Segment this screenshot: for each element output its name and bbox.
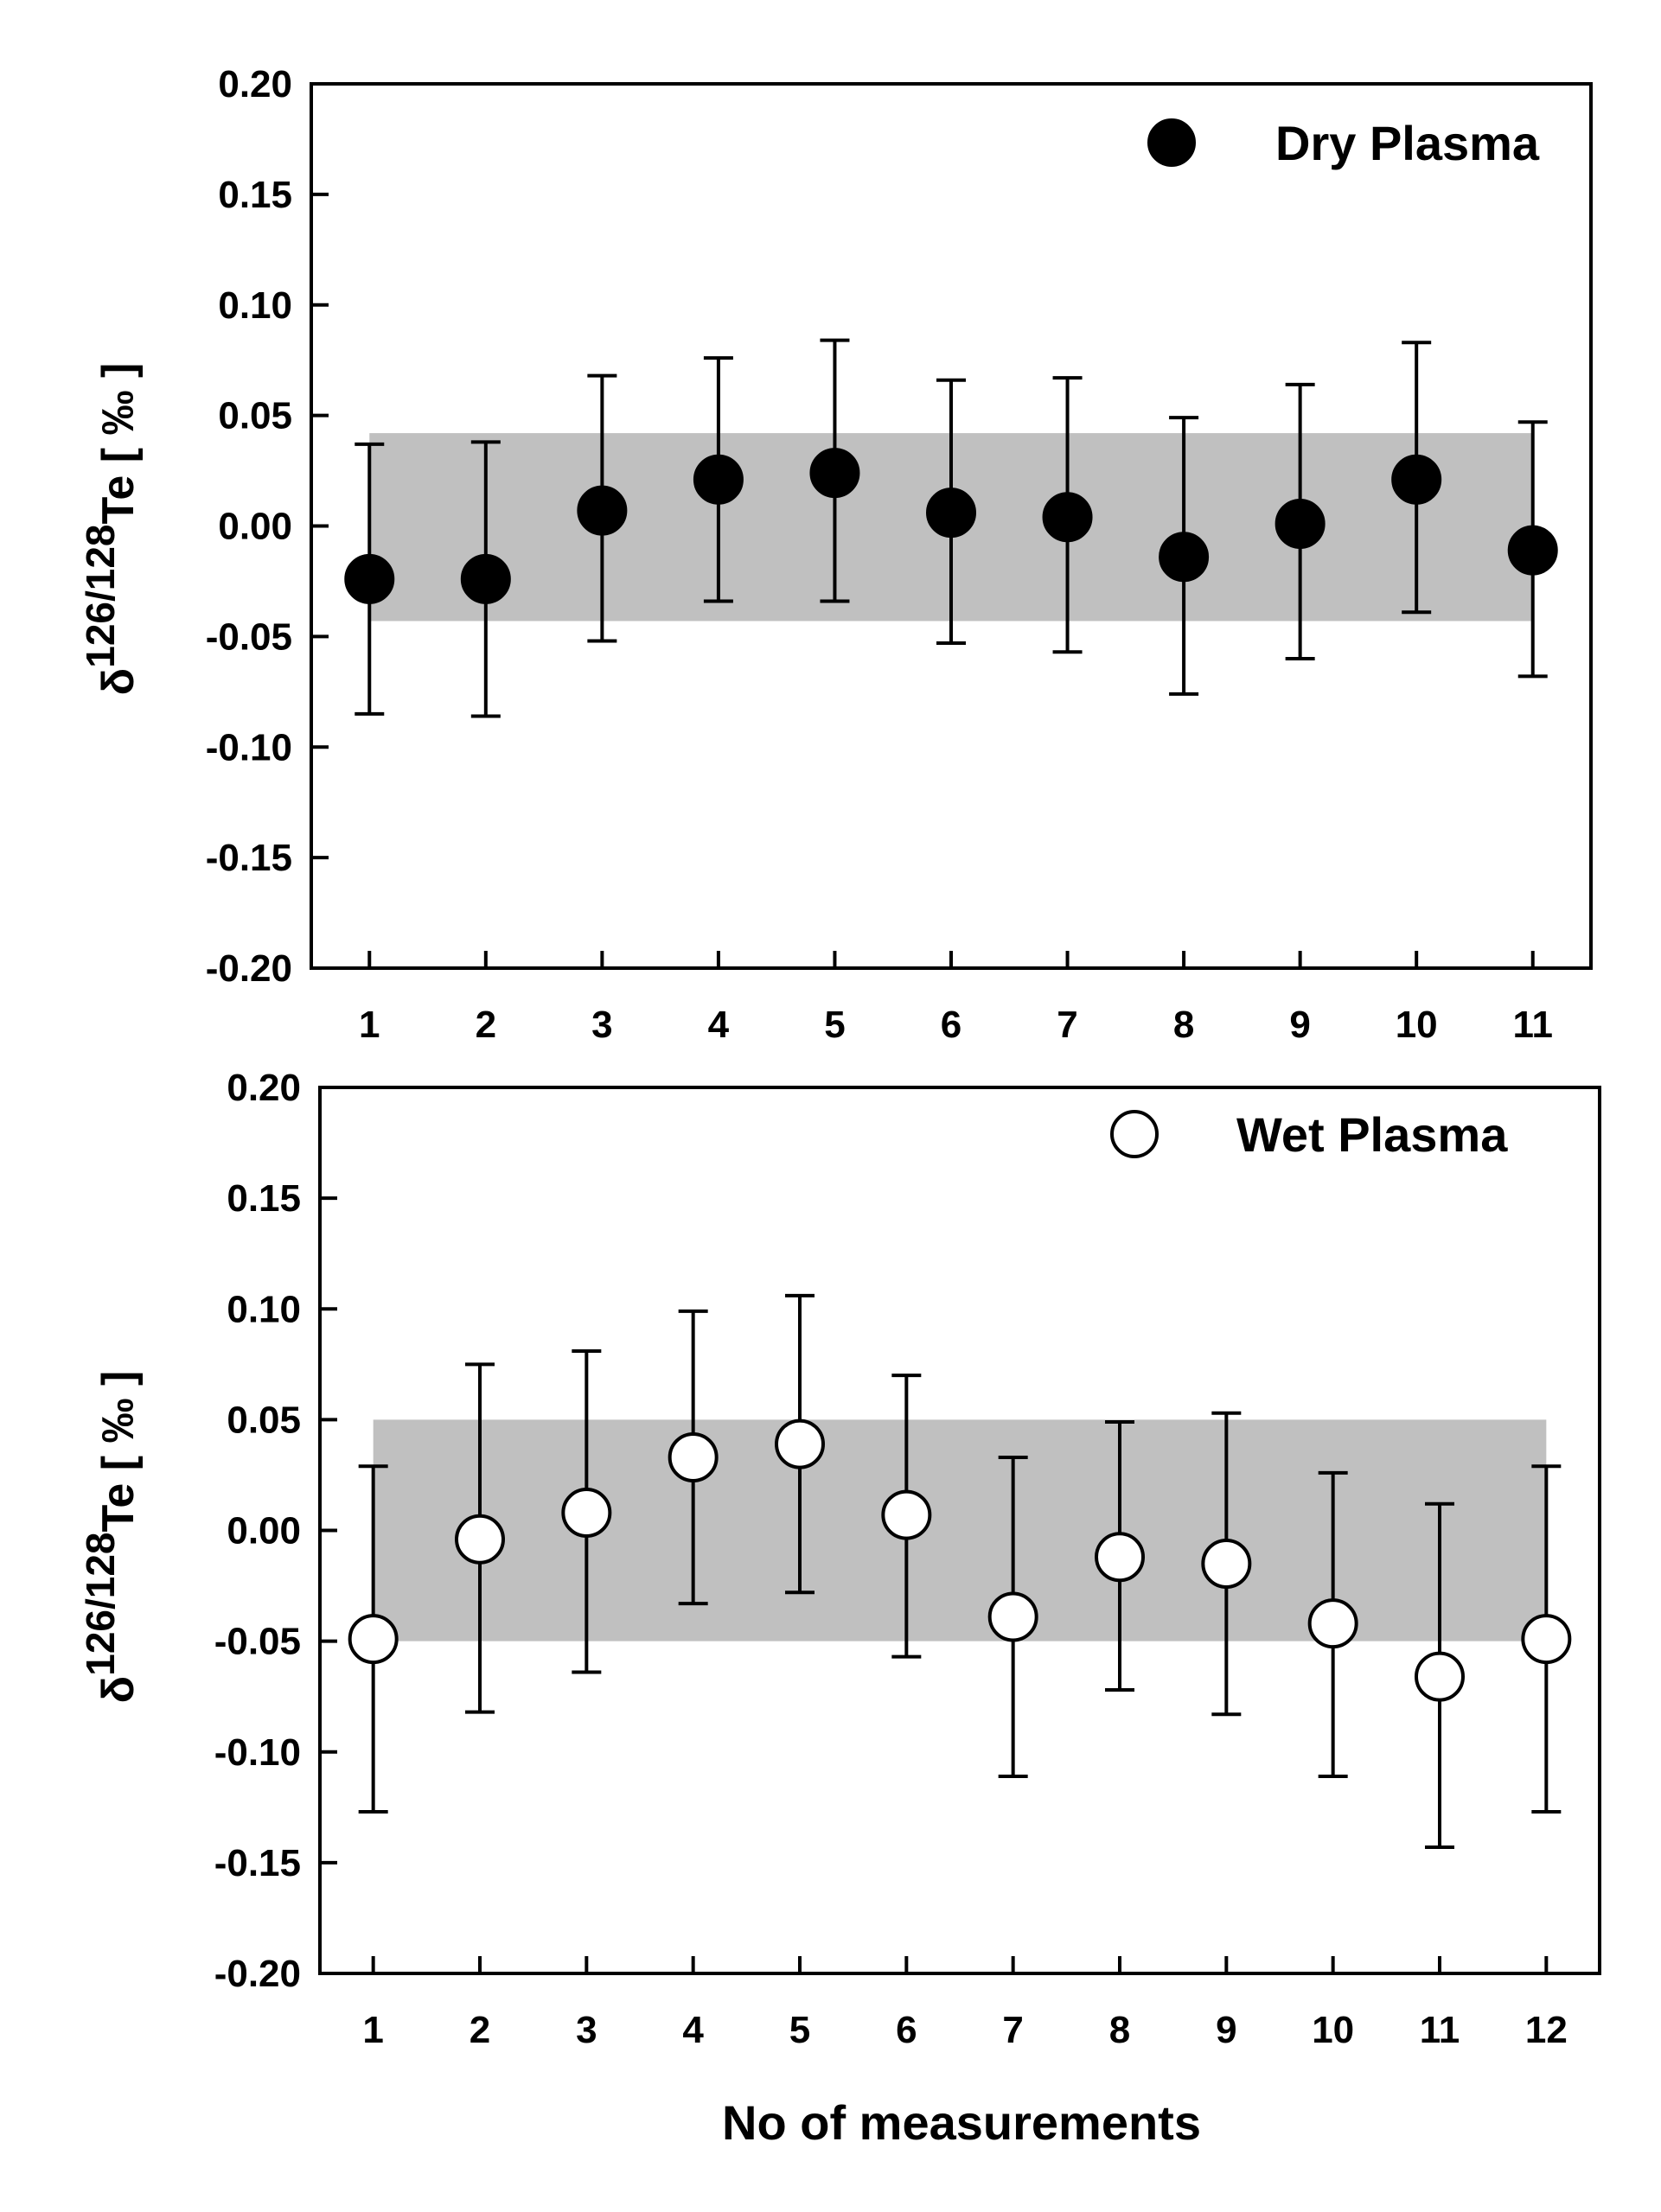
bottom-legend-label: Wet Plasma [1236, 1107, 1508, 1162]
top-legend-label: Dry Plasma [1275, 116, 1540, 170]
bottom-x-tick-label: 4 [682, 2009, 704, 2051]
bottom-x-tick-label: 3 [576, 2009, 597, 2051]
bottom-data-point [775, 1418, 825, 1469]
top-data-point [926, 488, 976, 539]
bottom-y-tick-label: 0.10 [227, 1288, 301, 1330]
top-ylabel-main: Te [ ‰ ] [93, 363, 144, 525]
bottom-x-tick-label: 11 [1420, 2009, 1460, 2051]
top-data-point [809, 448, 860, 499]
bottom-data-point [1415, 1651, 1465, 1702]
top-x-tick-label: 2 [476, 1004, 496, 1046]
bottom-x-tick-label: 8 [1109, 2009, 1130, 2051]
bottom-data-point [1201, 1538, 1252, 1589]
top-x-tick-label: 6 [941, 1004, 961, 1046]
dry-plasma-panel: 0.20 0.15 0.10 0.05 0.00 -0.05 -0.10 -0.15 -0.20… [206, 63, 1593, 1046]
top-y-tick-label: 0.05 [218, 395, 292, 437]
bottom-y-tick-label: 0.15 [227, 1177, 301, 1220]
bottom-data-point [455, 1514, 505, 1565]
top-x-tick-label: 9 [1289, 1004, 1310, 1046]
top-x-tick-label: 5 [824, 1004, 845, 1046]
bottom-y-tick-label: -0.20 [214, 1953, 301, 1995]
svg-text:δ126/128Te [ ‰ ]: δ126/128Te [ ‰ ] [78, 1371, 144, 1704]
top-y-tick-label: -0.15 [206, 837, 292, 879]
bottom-reproducibility-band [373, 1419, 1547, 1641]
bottom-x-tick-label: 6 [896, 2009, 917, 2051]
x-axis-title: No of measurements [722, 2095, 1201, 2150]
top-data-point [460, 553, 511, 604]
bottom-legend-marker [1110, 1110, 1159, 1158]
top-ylabel-superscript: 126/128 [78, 524, 123, 667]
top-data-point [1507, 525, 1558, 576]
top-x-tick-label: 3 [591, 1004, 612, 1046]
bottom-data-point [1307, 1598, 1358, 1649]
svg-text:δ126/128Te [ ‰ ]: δ126/128Te [ ‰ ] [78, 363, 144, 696]
bottom-data-point [668, 1431, 719, 1482]
top-x-tick-label: 4 [708, 1004, 730, 1046]
bottom-y-axis-title: δ126/128Te [ ‰ ] [78, 1371, 144, 1704]
bottom-data-point [1521, 1614, 1572, 1665]
top-x-tick-label: 11 [1512, 1004, 1553, 1046]
top-y-tick-label: 0.20 [218, 63, 292, 105]
bottom-ylabel-delta: δ [93, 1676, 144, 1704]
top-x-tick-label: 7 [1057, 1004, 1077, 1046]
top-y-axis-title: δ126/128Te [ ‰ ] [78, 363, 144, 696]
bottom-x-tick-label: 10 [1312, 2009, 1354, 2051]
bottom-data-point [987, 1591, 1038, 1642]
bottom-y-tick-label: -0.05 [214, 1621, 301, 1663]
bottom-y-tick-label: 0.00 [227, 1510, 301, 1552]
top-data-point [1159, 532, 1210, 583]
top-y-tick-label: -0.20 [206, 947, 292, 990]
bottom-data-point [348, 1614, 399, 1665]
top-x-tick-label: 1 [359, 1004, 380, 1046]
top-y-tick-label: -0.10 [206, 726, 292, 768]
bottom-ylabel-superscript: 126/128 [78, 1532, 123, 1675]
top-y-tick-label: 0.15 [218, 174, 292, 216]
top-data-point [577, 485, 628, 536]
bottom-data-point [561, 1488, 612, 1538]
bottom-x-tick-label: 2 [470, 2009, 490, 2051]
top-data-point [1391, 454, 1442, 505]
bottom-y-tick-label: 0.05 [227, 1399, 301, 1441]
wet-plasma-panel: 0.20 0.15 0.10 0.05 0.00 -0.05 -0.10 -0.15 -0.20… [214, 1067, 1601, 2051]
top-data-point [1042, 492, 1093, 543]
bottom-x-tick-label: 7 [1002, 2009, 1023, 2051]
bottom-plot-frame [318, 1086, 1601, 1975]
top-ylabel-delta: δ [93, 668, 144, 696]
top-legend-marker [1147, 118, 1196, 167]
bottom-data-point [881, 1489, 932, 1540]
bottom-x-tick-label: 9 [1216, 2009, 1236, 2051]
bottom-x-tick-label: 1 [362, 2009, 383, 2051]
bottom-ylabel-main: Te [ ‰ ] [93, 1371, 144, 1533]
top-data-point [1274, 498, 1326, 549]
top-x-tick-label: 8 [1173, 1004, 1194, 1046]
bottom-y-tick-label: -0.10 [214, 1731, 301, 1774]
top-data-point [693, 454, 744, 505]
top-x-tick-label: 10 [1396, 1004, 1438, 1046]
top-data-point [344, 553, 395, 604]
top-y-tick-label: 0.10 [218, 284, 292, 327]
bottom-y-tick-label: -0.15 [214, 1842, 301, 1884]
top-y-tick-label: 0.00 [218, 506, 292, 548]
bottom-x-tick-label: 12 [1525, 2009, 1568, 2051]
top-y-tick-label: -0.05 [206, 615, 292, 658]
top-plot-frame [310, 82, 1593, 970]
bottom-data-point [1095, 1532, 1145, 1583]
bottom-x-tick-label: 5 [789, 2009, 810, 2051]
bottom-y-tick-label: 0.20 [227, 1067, 301, 1109]
